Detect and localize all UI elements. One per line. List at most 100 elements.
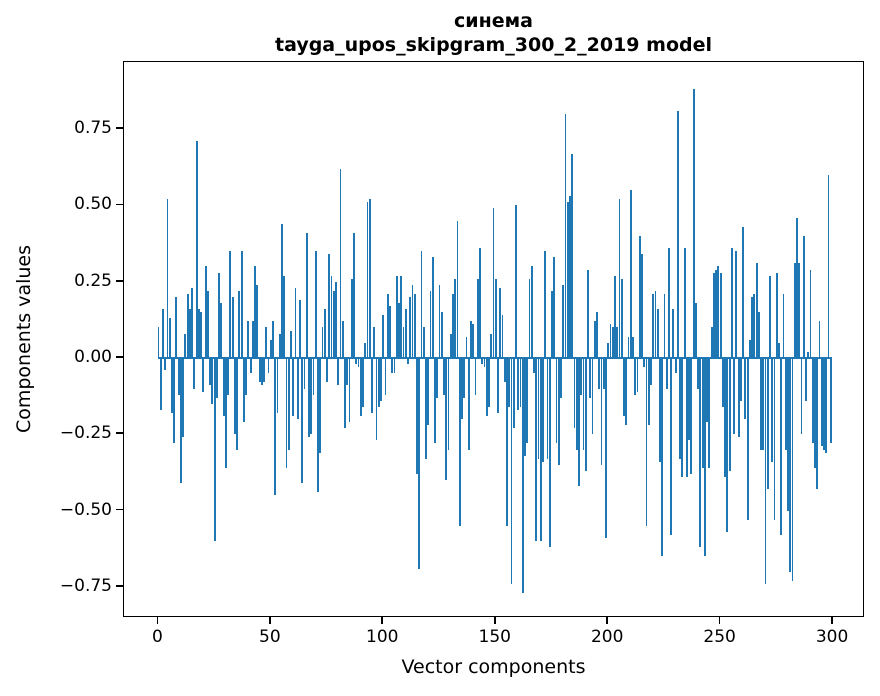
bar (528, 278, 531, 358)
bar (213, 358, 216, 542)
bar (238, 290, 241, 358)
x-tick-label: 100 (366, 627, 399, 647)
bar (827, 174, 830, 358)
bar (177, 358, 180, 395)
bar (598, 358, 601, 389)
bar (220, 303, 223, 358)
bar (335, 281, 337, 358)
bar (789, 358, 792, 572)
bar (483, 358, 486, 368)
bar (573, 358, 576, 429)
bar (665, 358, 668, 389)
bar (485, 358, 488, 416)
bar (341, 321, 344, 358)
y-tick-mark (116, 508, 123, 511)
plot-area (123, 61, 864, 617)
bar (510, 358, 513, 584)
bar (685, 358, 688, 477)
bar (186, 293, 189, 358)
bar (620, 278, 623, 358)
bar (409, 296, 412, 358)
bar (634, 358, 637, 395)
bar (497, 358, 499, 413)
bar (222, 358, 225, 416)
bar (377, 358, 380, 407)
bar (724, 358, 727, 477)
bar (456, 220, 459, 358)
bar (771, 358, 774, 462)
bar (753, 293, 756, 358)
bar (323, 309, 326, 358)
bar (524, 358, 526, 456)
bar (384, 358, 387, 395)
bar (389, 306, 391, 358)
bar (674, 358, 677, 374)
bar (247, 321, 250, 358)
bar (728, 358, 731, 471)
bar (798, 263, 801, 358)
bar (434, 358, 436, 444)
bar (438, 284, 441, 358)
bar (458, 358, 461, 526)
bar (512, 358, 515, 429)
bar (290, 330, 292, 358)
bar (159, 358, 162, 410)
y-tick-label: 0.00 (74, 347, 112, 367)
bar (580, 358, 583, 395)
bar (168, 318, 171, 358)
bar (229, 251, 232, 358)
bar (735, 251, 738, 358)
bar (422, 327, 425, 358)
bar (766, 358, 769, 490)
bar (359, 358, 362, 416)
bar (175, 296, 178, 358)
y-tick-label: −0.75 (59, 575, 112, 596)
bar (332, 290, 335, 358)
bar (542, 358, 544, 462)
bar (623, 358, 625, 416)
bar (445, 358, 448, 481)
bar (224, 358, 227, 468)
bar (240, 251, 243, 358)
bar (171, 358, 173, 413)
bar (254, 266, 256, 358)
bar (775, 272, 778, 358)
bar (537, 358, 540, 459)
bar (357, 358, 360, 368)
bar (285, 358, 288, 468)
bar (526, 358, 529, 444)
bar (265, 327, 268, 358)
bar (667, 248, 670, 358)
bar (206, 290, 209, 358)
bar (650, 358, 652, 386)
bar (773, 358, 776, 520)
bar (809, 269, 812, 358)
bar (618, 199, 621, 358)
bar (800, 358, 803, 435)
zero-baseline (157, 357, 832, 359)
bar (814, 358, 816, 468)
bar (506, 358, 508, 526)
bar (292, 358, 295, 416)
bars-layer (124, 62, 863, 616)
bar (672, 309, 675, 358)
bar (299, 300, 301, 358)
bar (793, 263, 796, 358)
bar (578, 358, 580, 487)
bar (474, 358, 477, 395)
bar (796, 217, 798, 358)
bar (744, 358, 747, 420)
bar (312, 358, 315, 395)
bar (321, 327, 324, 358)
bar (371, 358, 373, 413)
bar (791, 358, 794, 581)
bar (386, 293, 389, 358)
bar (719, 272, 722, 358)
bar (184, 333, 187, 358)
bar (449, 333, 452, 358)
bar (746, 358, 749, 520)
bar (314, 251, 317, 358)
bar (721, 358, 724, 407)
bar (227, 358, 230, 395)
bar (694, 303, 697, 358)
